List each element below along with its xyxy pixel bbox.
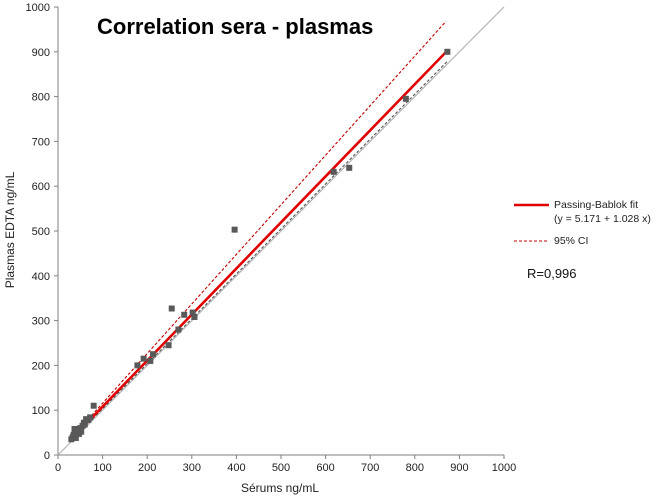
- data-point: [175, 326, 182, 333]
- y-tick-label: 300: [32, 316, 50, 328]
- legend: Passing-Bablok fit (y = 5.171 + 1.028 x)…: [514, 199, 651, 247]
- y-tick-label: 700: [32, 136, 50, 148]
- data-point: [87, 414, 94, 421]
- x-tick-label: 1000: [492, 462, 516, 474]
- data-point: [71, 426, 78, 433]
- legend-fit-equation: (y = 5.171 + 1.028 x): [554, 213, 651, 225]
- data-point: [168, 305, 175, 312]
- x-tick-label: 100: [93, 462, 111, 474]
- chart-points: [68, 48, 451, 443]
- legend-ci-label: 95% CI: [554, 235, 588, 247]
- chart-axes: [54, 6, 505, 459]
- data-point: [189, 309, 196, 316]
- y-tick-label: 500: [32, 226, 50, 238]
- y-tick-label: 100: [32, 405, 50, 417]
- ci-upper-line: [70, 20, 447, 439]
- data-point: [191, 314, 198, 321]
- y-axis-label: Plasmas EDTA ng/mL: [3, 171, 17, 288]
- r-annotation: R=0,996: [527, 266, 577, 281]
- data-point: [181, 311, 188, 318]
- legend-fit-label: Passing-Bablok fit: [554, 199, 638, 211]
- data-point: [78, 428, 85, 435]
- x-tick-label: 200: [138, 462, 156, 474]
- ci-lower-line: [70, 60, 449, 441]
- data-point: [149, 351, 156, 358]
- x-tick-label: 500: [272, 462, 290, 474]
- data-point: [70, 431, 77, 438]
- data-point: [140, 355, 147, 362]
- y-tick-label: 200: [32, 360, 50, 372]
- data-point: [90, 402, 97, 409]
- chart-tick-labels: 0 100 200 300 400 500 600 700 800 900 1000 0 100 200 3…: [26, 2, 517, 474]
- y-tick-label: 400: [32, 271, 50, 283]
- x-tick-label: 800: [406, 462, 424, 474]
- x-tick-label: 0: [55, 462, 61, 474]
- y-tick-label: 0: [44, 450, 50, 462]
- x-tick-label: 900: [450, 462, 468, 474]
- y-tick-label: 600: [32, 181, 50, 193]
- data-point: [165, 342, 172, 349]
- passing-bablok-fit-line: [70, 49, 449, 440]
- y-tick-label: 800: [32, 92, 50, 104]
- y-tick-label: 900: [32, 47, 50, 59]
- x-tick-label: 600: [316, 462, 334, 474]
- identity-line: [57, 6, 505, 456]
- data-point: [81, 421, 88, 428]
- data-point: [231, 226, 238, 233]
- data-point: [330, 168, 337, 175]
- data-point: [402, 95, 409, 102]
- x-tick-label: 400: [227, 462, 245, 474]
- x-axis-label: Sérums ng/mL: [241, 481, 319, 495]
- data-point: [346, 164, 353, 171]
- chart-lines: [57, 6, 505, 456]
- x-tick-label: 300: [183, 462, 201, 474]
- data-point: [147, 357, 154, 364]
- data-point: [134, 362, 141, 369]
- data-point: [444, 48, 451, 55]
- data-point: [72, 434, 79, 441]
- x-tick-label: 700: [361, 462, 379, 474]
- y-tick-label: 1000: [26, 2, 50, 14]
- chart-title: Correlation sera - plasmas: [97, 14, 373, 39]
